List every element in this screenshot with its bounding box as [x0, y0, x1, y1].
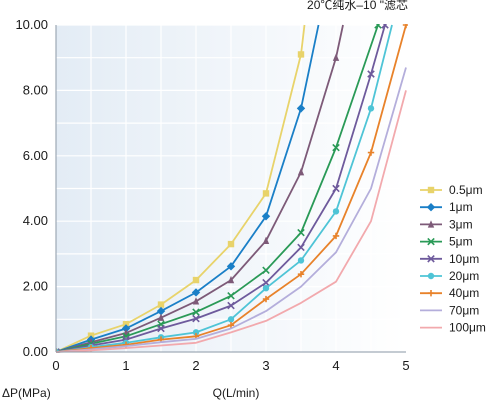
circle-marker	[332, 208, 340, 215]
axes	[55, 25, 406, 353]
legend: 0.5μm 1μm 3μm 5μm 10μm 20μm 40μm 70μm 100μm	[420, 183, 486, 335]
x-marker	[332, 143, 340, 152]
y-tick-label: 6.00	[23, 148, 48, 163]
circle-marker	[297, 257, 305, 264]
x-marker	[192, 314, 200, 323]
plus-marker	[227, 321, 235, 329]
y-tick-label: 2.00	[23, 279, 48, 294]
series-line	[56, 24, 344, 353]
circle-marker	[227, 316, 235, 323]
y-tick-label: 10.00	[15, 17, 48, 32]
x-marker	[297, 228, 305, 237]
tick-labels: 0 1 2 3 4 5 0.00 2.00 4.00 6.00 8.00 10.00	[15, 17, 409, 373]
x-marker	[332, 184, 340, 193]
legend-item: 70μm	[420, 303, 479, 317]
circle-marker	[262, 285, 270, 292]
legend-label: 5μm	[449, 235, 473, 249]
triangle-marker	[227, 275, 235, 284]
legend-label: 0.5μm	[449, 183, 483, 197]
x-marker	[374, 24, 382, 29]
legend-label: 20μm	[449, 269, 479, 283]
triangle-marker	[262, 236, 270, 245]
square-marker	[262, 190, 270, 197]
x-marker	[262, 278, 270, 287]
series-line	[56, 67, 407, 353]
x-marker	[227, 291, 235, 300]
x-marker	[427, 255, 435, 263]
diamond-marker	[261, 212, 271, 221]
square-marker	[297, 51, 305, 58]
x-marker	[227, 301, 235, 310]
plus-marker	[297, 270, 305, 278]
x-marker	[192, 308, 200, 316]
series-layer	[56, 24, 408, 353]
series-100μm	[56, 90, 407, 353]
x-axis-label: Q(L/min)	[213, 386, 260, 400]
x-marker	[297, 243, 305, 252]
diamond-marker	[226, 262, 236, 271]
x-tick-label: 3	[262, 358, 269, 373]
plus-marker	[427, 290, 435, 297]
triangle-marker	[157, 313, 165, 321]
y-tick-label: 0.00	[23, 344, 48, 359]
legend-label: 40μm	[449, 286, 479, 300]
x-tick-label: 0	[52, 358, 59, 373]
diamond-marker	[296, 104, 306, 113]
triangle-marker	[332, 53, 340, 61]
legend-label: 1μm	[449, 200, 473, 214]
diamond-marker	[156, 306, 166, 316]
diamond-marker	[426, 203, 436, 212]
legend-label: 100μm	[449, 321, 486, 335]
series-70μm	[56, 67, 407, 353]
square-marker	[192, 276, 200, 284]
x-tick-label: 1	[122, 358, 129, 373]
legend-label: 10μm	[449, 252, 479, 266]
circle-marker	[427, 272, 435, 280]
circle-marker	[367, 105, 375, 112]
square-marker	[227, 240, 235, 248]
legend-item: 100μm	[420, 321, 486, 335]
square-marker	[122, 321, 130, 328]
plus-marker	[332, 232, 340, 240]
x-marker	[367, 70, 375, 78]
x-marker	[427, 237, 435, 246]
legend-label: 3μm	[449, 217, 473, 231]
triangle-marker	[192, 297, 200, 305]
x-tick-label: 2	[192, 358, 199, 373]
y-tick-label: 4.00	[23, 213, 48, 228]
plus-marker	[367, 149, 375, 156]
triangle-marker	[427, 220, 435, 228]
legend-item: 3μm	[420, 217, 473, 231]
x-marker	[381, 24, 389, 29]
legend-item: 5μm	[420, 235, 473, 249]
legend-item: 1μm	[420, 200, 473, 214]
diamond-marker	[121, 324, 131, 333]
series-line	[56, 90, 407, 353]
legend-item: 0.5μm	[420, 183, 483, 197]
x-marker	[262, 266, 270, 275]
x-tick-label: 4	[332, 358, 339, 373]
square-marker	[157, 301, 165, 308]
series-line	[56, 24, 379, 353]
legend-item: 40μm	[420, 286, 479, 300]
y-axis-label: ΔP(MPa)	[2, 386, 51, 400]
legend-item: 10μm	[420, 252, 479, 266]
legend-item: 20μm	[420, 269, 479, 283]
triangle-marker	[297, 167, 305, 176]
diamond-marker	[191, 288, 201, 297]
series-40μm	[56, 24, 408, 353]
square-marker	[427, 186, 435, 194]
x-marker	[157, 324, 165, 333]
circle-marker	[192, 329, 200, 336]
x-tick-label: 5	[402, 358, 409, 373]
plus-marker	[402, 24, 408, 29]
legend-label: 70μm	[449, 303, 479, 317]
y-tick-label: 8.00	[23, 82, 48, 97]
series-5μm	[56, 24, 382, 353]
plus-marker	[262, 295, 270, 303]
chart-title: 20℃纯水–10 "滤芯	[307, 0, 408, 12]
